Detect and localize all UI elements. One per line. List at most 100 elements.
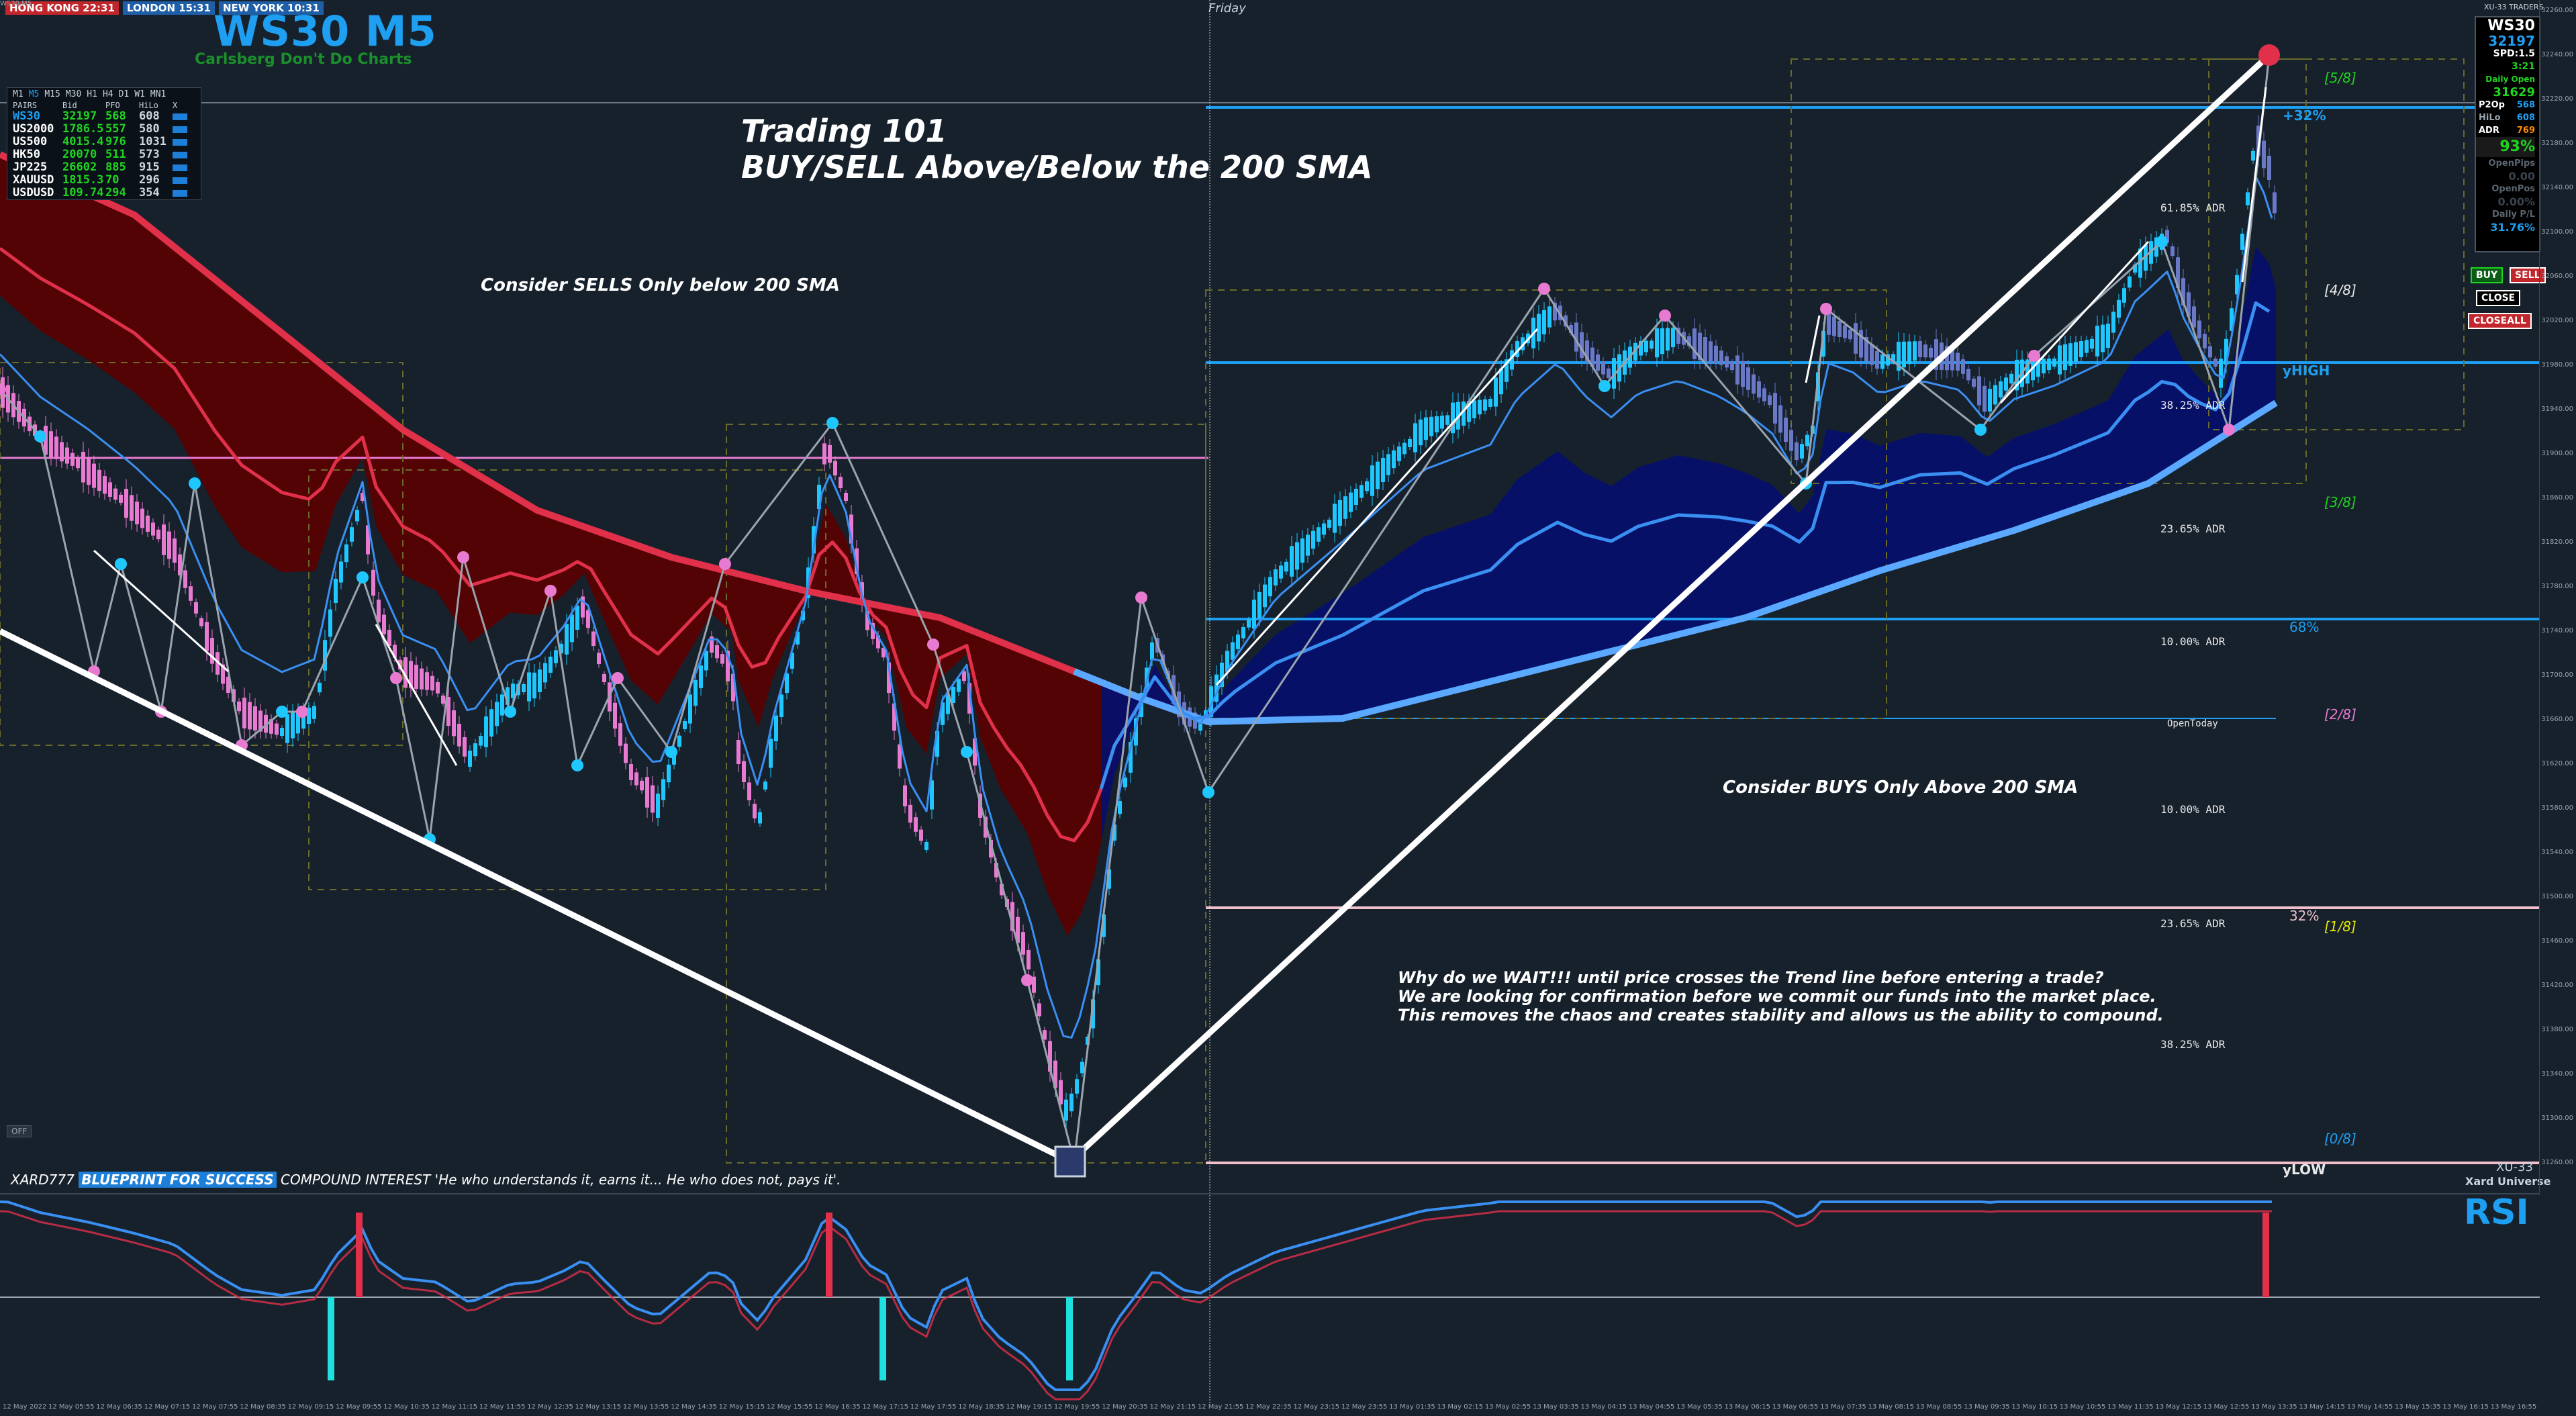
adr-label: ADR xyxy=(2479,126,2499,136)
candle-body xyxy=(2165,230,2169,243)
swing-point xyxy=(390,672,402,684)
close-button[interactable]: CLOSE xyxy=(2476,290,2521,306)
candle-body xyxy=(1091,999,1095,1029)
tf-h4[interactable]: H4 xyxy=(102,89,113,99)
panel-openpos: 0.00% xyxy=(2497,195,2535,208)
pair-row[interactable]: USDUSD 109.74 294 354 xyxy=(7,187,201,199)
time-tick: 13 May 12:55 xyxy=(2203,1403,2250,1411)
time-tick: 12 May 20:35 xyxy=(1102,1403,1148,1411)
tf-w1[interactable]: W1 xyxy=(134,89,145,99)
signal-arrow xyxy=(1215,328,1539,686)
candle-body xyxy=(248,702,252,730)
candle-body xyxy=(430,675,434,691)
time-axis: 12 May 2022 12 May 05:55 12 May 06:35 12 Ma… xyxy=(0,1403,2540,1416)
price-tick: 31980.00 xyxy=(2541,361,2573,369)
panel-hilo: HiLo 608 xyxy=(2476,111,2535,124)
peak-marker xyxy=(2258,44,2280,66)
candle-body xyxy=(634,772,638,786)
rsi-line xyxy=(0,1200,2272,1391)
price-tick: 31620.00 xyxy=(2541,760,2573,767)
broker-tag: XU-33 TRADERS xyxy=(2484,3,2544,11)
candle-body xyxy=(1010,902,1014,931)
candle-body xyxy=(1225,651,1229,672)
time-tick: 13 May 12:15 xyxy=(2155,1403,2201,1411)
pair-row[interactable]: WS30 32197 568 608 xyxy=(7,110,201,123)
pair-row[interactable]: XAUUSD 1815.3 70 296 xyxy=(7,174,201,187)
candle-body xyxy=(892,703,896,731)
open-today: OpenToday xyxy=(2167,718,2218,729)
rsi-label: RSI xyxy=(2464,1192,2529,1233)
level-1-8: [1/8] xyxy=(2324,918,2356,935)
candle-body xyxy=(924,842,928,850)
tf-m30[interactable]: M30 xyxy=(65,89,82,99)
tf-m5[interactable]: M5 xyxy=(28,89,40,99)
candle-body xyxy=(2117,299,2121,318)
candle-body xyxy=(135,502,139,524)
candle-body xyxy=(747,782,751,800)
candle-body xyxy=(1059,1080,1063,1104)
time-tick: 12 May 19:55 xyxy=(1053,1403,1100,1411)
pair-row[interactable]: HK50 20070 511 573 xyxy=(7,148,201,161)
candle-body xyxy=(844,493,848,501)
time-tick: 12 May 19:15 xyxy=(1006,1403,1053,1411)
candle-body xyxy=(618,723,622,746)
zigzag xyxy=(0,49,2275,1168)
trading101-title: Trading 101 BUY/SELL Above/Below the 200… xyxy=(741,113,1372,185)
candle-body xyxy=(1752,374,1756,394)
candle-body xyxy=(1069,1093,1074,1112)
candle-body xyxy=(1032,976,1036,993)
off-button[interactable]: OFF xyxy=(7,1125,32,1137)
candle-body xyxy=(269,719,273,734)
price-axis: 32260.00 32240.00 32220.00 32180.00 32140.00… xyxy=(2539,0,2576,1195)
pair-row[interactable]: US500 4015.4 976 1031 xyxy=(7,136,201,148)
candle-body xyxy=(871,623,875,639)
rsi-oversold-bar xyxy=(328,1297,334,1380)
candle-body xyxy=(1338,500,1342,526)
candle-body xyxy=(1945,346,1949,371)
col-x: X xyxy=(173,101,178,110)
closeall-button[interactable]: CLOSEALL xyxy=(2468,313,2532,329)
time-tick: 13 May 10:15 xyxy=(2011,1403,2058,1411)
candle-body xyxy=(130,495,134,521)
candle-body xyxy=(602,674,606,682)
candle-body xyxy=(1236,634,1240,649)
adr-236-top: 23.65% ADR xyxy=(2160,522,2226,535)
price-tick: 31580.00 xyxy=(2541,804,2573,812)
candle-body xyxy=(1983,385,1987,412)
candle-body xyxy=(790,653,794,669)
time-tick: 13 May 14:15 xyxy=(2299,1403,2345,1411)
candle-body xyxy=(742,761,746,782)
tf-m15[interactable]: M15 xyxy=(44,89,60,99)
buy-button[interactable]: BUY xyxy=(2471,267,2503,283)
timeframe-bar: M1 M5 M15 M30 H1 H4 D1 W1 MN1 xyxy=(7,88,201,101)
tf-mn1[interactable]: MN1 xyxy=(150,89,166,99)
pair-row[interactable]: JP225 26602 885 915 xyxy=(7,161,201,174)
candle-body xyxy=(1359,485,1364,498)
candle-body xyxy=(113,488,117,500)
candle-body xyxy=(1129,742,1133,773)
tf-m1[interactable]: M1 xyxy=(13,89,23,99)
tf-h1[interactable]: H1 xyxy=(87,89,97,99)
time-tick: 12 May 06:35 xyxy=(96,1403,142,1411)
candle-body xyxy=(699,665,703,688)
time-tick: 12 May 14:35 xyxy=(671,1403,717,1411)
pair-pfo: 885 xyxy=(105,160,126,174)
candle-body xyxy=(1644,340,1648,352)
candle-body xyxy=(543,663,547,683)
tf-d1[interactable]: D1 xyxy=(118,89,130,99)
candle-body xyxy=(146,516,150,532)
candle-body xyxy=(1247,619,1251,628)
candle-body xyxy=(1569,325,1573,333)
pair-row[interactable]: US2000 1786.5 557 580 xyxy=(7,123,201,136)
candle-body xyxy=(2009,373,2013,384)
pair-strength-bar xyxy=(173,164,187,171)
candle-body xyxy=(1542,310,1546,334)
candle-body xyxy=(1000,884,1004,896)
candle-body xyxy=(817,485,821,509)
time-tick: 13 May 04:15 xyxy=(1580,1403,1627,1411)
rsi-overbought-bar xyxy=(826,1213,832,1297)
candle-body xyxy=(1365,481,1369,491)
candle-body xyxy=(1757,381,1761,397)
candle-body xyxy=(1805,434,1809,446)
